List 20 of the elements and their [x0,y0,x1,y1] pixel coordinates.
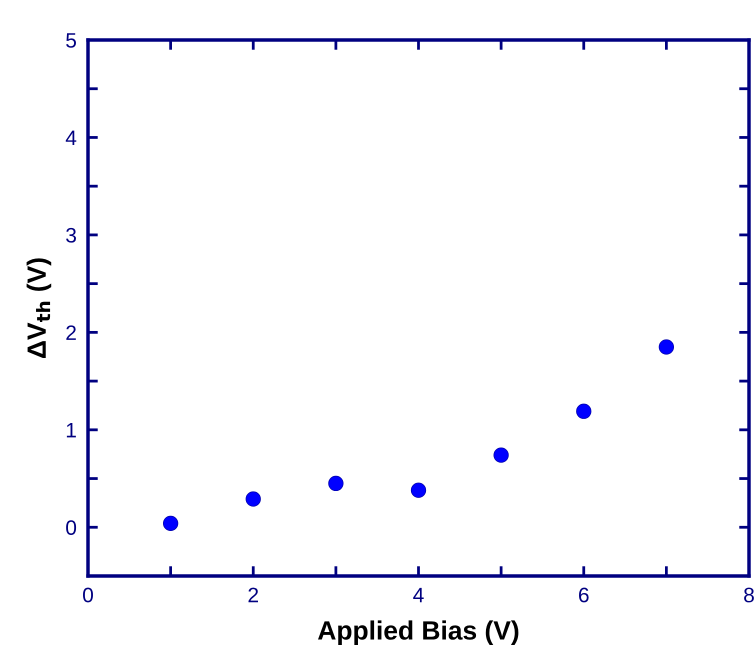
point [493,448,509,463]
x-tick-label: 0 [83,588,93,602]
point [576,404,592,419]
x-tick-label: 8 [744,588,754,602]
x-tick-label: 2 [248,588,258,602]
x-tick-label: 4 [413,588,424,602]
y-tick-label: 0 [66,520,76,536]
point [328,476,344,492]
y-tick-label: 2 [66,325,76,340]
y-tick-label: 5 [66,33,76,48]
y-tick-label: 4 [66,130,76,146]
point [162,516,178,532]
y-tick-label: 3 [66,228,76,243]
point [410,482,426,498]
x-tick-label: 6 [579,588,589,602]
point [246,491,261,507]
y-tick-label: 1 [66,423,76,438]
y-axis-title: ΔV$_{th}$ (V) [26,258,52,358]
x-axis-title: Applied Bias (V) [318,620,518,646]
point [658,339,674,355]
